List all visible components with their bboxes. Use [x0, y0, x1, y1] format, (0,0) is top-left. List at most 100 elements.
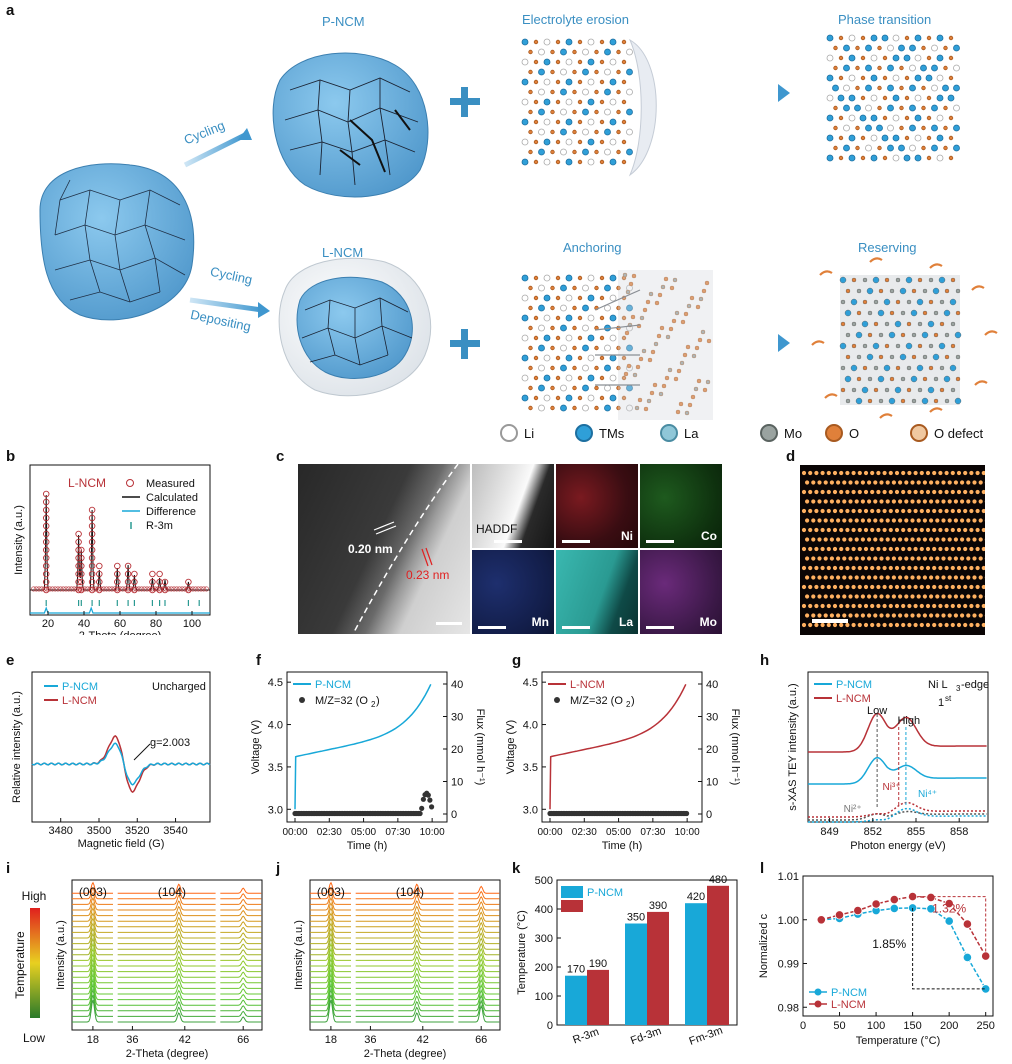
atom-column	[929, 556, 934, 561]
atom-column	[857, 565, 862, 571]
atom	[860, 135, 866, 141]
atom-column	[826, 489, 831, 495]
y-axis-label: Intensity (a.u.)	[13, 505, 25, 575]
x-tick-label: 07:30	[385, 827, 410, 838]
measured-point	[124, 570, 132, 578]
atom-column	[981, 584, 985, 590]
atom-column	[975, 622, 980, 628]
atom-column	[929, 537, 934, 542]
atom	[887, 124, 894, 132]
eds-label-mn: Mn	[531, 615, 549, 629]
coating-atom	[656, 333, 662, 339]
x-tick-label: 150	[903, 1020, 921, 1032]
atom	[550, 345, 555, 351]
atom-column	[888, 508, 893, 514]
coating-atom	[668, 326, 674, 332]
atom	[878, 354, 884, 360]
atom-column	[851, 489, 856, 495]
coating-atom	[645, 299, 651, 305]
coating-atom	[706, 338, 712, 344]
xrd-pattern	[72, 947, 262, 967]
panel-label-i: i	[6, 860, 11, 877]
point-l-ncm	[871, 899, 881, 909]
atom	[904, 75, 910, 81]
atom	[884, 343, 890, 349]
atom-column	[870, 489, 875, 495]
atom-column	[851, 565, 856, 571]
atom	[870, 134, 878, 142]
coating-atom	[637, 397, 643, 403]
atom-column	[898, 537, 903, 542]
point-p-ncm	[944, 916, 954, 926]
atom-column	[823, 575, 828, 580]
eds-map-mo: Mo	[640, 550, 722, 634]
atom-column	[817, 594, 822, 599]
atom-column	[910, 499, 915, 504]
peak-003-label: (003)	[79, 885, 107, 899]
bar-p-ncm-fm-3m	[685, 903, 707, 1025]
atom	[914, 94, 922, 102]
atom-column	[978, 499, 983, 504]
atom	[872, 276, 880, 284]
atom	[528, 149, 533, 155]
atom	[550, 149, 555, 155]
xrd-pattern	[72, 901, 262, 917]
atom-column	[978, 594, 983, 599]
atom	[936, 154, 944, 162]
annot-132-guide	[912, 896, 987, 957]
atom	[826, 154, 834, 162]
atom-column	[901, 622, 906, 628]
atom	[881, 134, 889, 142]
atom-column	[863, 546, 869, 552]
atom	[861, 320, 869, 328]
coating-atom	[690, 394, 696, 400]
atom	[840, 299, 846, 305]
atom-column	[972, 480, 977, 485]
measured-point	[75, 530, 82, 538]
atom	[626, 88, 633, 96]
atom-column	[873, 518, 878, 523]
atom	[587, 158, 595, 166]
atom-column	[805, 613, 810, 618]
atom-column	[944, 584, 949, 590]
atom-column	[929, 613, 934, 618]
o2-flux-point	[684, 810, 690, 817]
atom	[565, 374, 573, 382]
atom	[839, 276, 847, 284]
atom-column	[972, 613, 977, 618]
atom-column	[808, 470, 813, 476]
atom	[826, 34, 834, 42]
legend-o2-icon	[554, 697, 560, 703]
measured-point	[88, 506, 96, 514]
atom-column	[876, 584, 881, 590]
atom-column	[817, 537, 822, 542]
atom	[599, 315, 605, 321]
measured-point	[71, 586, 77, 592]
ni3-reference	[808, 801, 987, 818]
point-l-ncm	[816, 915, 826, 925]
y-tick-label: 100	[535, 991, 553, 1003]
atom-column	[882, 527, 887, 533]
panel-label-h: h	[760, 652, 770, 669]
xrd-pattern	[72, 911, 262, 928]
coating-atom	[704, 280, 710, 286]
atom-column	[907, 470, 912, 476]
atom-column	[801, 527, 807, 533]
atom-column	[919, 489, 924, 495]
atom	[944, 288, 950, 294]
atom	[892, 134, 900, 142]
high-label: High	[897, 715, 920, 727]
atom-column	[808, 603, 813, 609]
coating-atom	[679, 360, 685, 366]
atom	[909, 144, 916, 152]
atom-column	[916, 480, 921, 485]
measured-point	[88, 514, 96, 522]
atom-column	[898, 594, 903, 599]
atom-column	[935, 499, 940, 504]
point-l-ncm	[889, 894, 899, 905]
atom-column	[938, 565, 943, 571]
x-tick-label: 42	[179, 1034, 191, 1046]
atom-column	[963, 527, 968, 533]
x-tick-label: 42	[417, 1034, 429, 1046]
atom-column	[801, 508, 807, 514]
